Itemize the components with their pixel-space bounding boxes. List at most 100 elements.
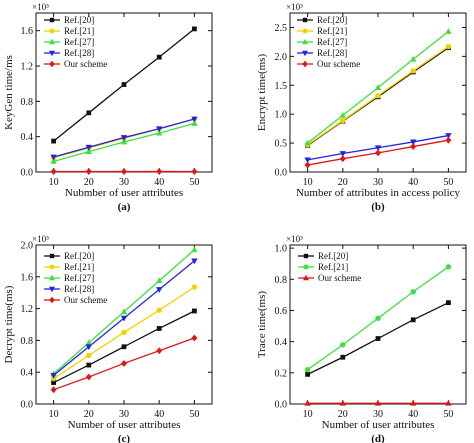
legend-marker <box>303 274 309 281</box>
legend-label: Ref.[27] <box>317 37 347 47</box>
y-tick-label: 0.4 <box>21 368 34 379</box>
panel-label: (c) <box>118 433 131 443</box>
data-point <box>156 307 162 313</box>
data-point <box>375 336 381 341</box>
data-point <box>50 154 57 161</box>
plot-frame <box>289 244 467 405</box>
data-point <box>156 326 162 331</box>
x-tick-label: 20 <box>84 177 94 188</box>
data-point <box>191 334 198 342</box>
legend-label: Our scheme <box>318 273 361 283</box>
data-point <box>445 133 452 139</box>
legend-label: Ref.[21] <box>318 262 348 272</box>
data-point <box>445 43 452 50</box>
y-tick-label: 0.0 <box>275 168 288 179</box>
y-tick-label: 0.8 <box>21 336 34 347</box>
data-point <box>375 149 381 157</box>
series-ref27 <box>50 120 198 164</box>
legend-marker <box>49 17 55 23</box>
legend-marker <box>49 60 55 68</box>
panel-label: (b) <box>371 201 385 213</box>
legend-label: Our scheme <box>64 59 107 69</box>
chart-panel-3: 10 20 30 40 50 0.0 0.4 0.8 1.2 1.6 2.0×10³ Decrypt … <box>3 234 213 443</box>
legend: Ref.[20]Ref.[21]Ref.[27]Ref.[28]Our sche… <box>44 15 107 69</box>
data-point <box>121 360 127 367</box>
data-point <box>375 315 381 321</box>
data-point <box>339 151 346 157</box>
axis-multiplier: ×10³ <box>32 234 49 244</box>
legend-label: Ref.[20] <box>318 251 348 261</box>
x-tick-label: 30 <box>373 409 383 420</box>
data-point <box>410 289 416 295</box>
data-point <box>156 277 163 284</box>
data-point <box>446 300 451 306</box>
legend: Ref.[20]Ref.[21]Ref.[27]Ref.[28]Our sche… <box>297 15 360 69</box>
y-tick-label: 1.0 <box>275 110 288 121</box>
legend-marker <box>302 28 308 34</box>
series-ref27 <box>304 28 452 146</box>
chart-panel-4: 10 20 30 40 50 0.0 0.2 0.4 0.6 0.8 1.0×10³ Trace ti… <box>256 234 467 443</box>
y-tick-label: 0.4 <box>21 132 34 143</box>
data-point <box>85 144 92 151</box>
x-tick-label: 20 <box>338 409 348 420</box>
data-point <box>410 399 417 406</box>
legend-label: Ref.[27] <box>64 273 94 283</box>
x-tick-label: 10 <box>303 177 313 188</box>
data-point <box>191 284 198 290</box>
legend-marker <box>303 264 309 270</box>
y-axis-label: Decrypt time(ms) <box>3 285 15 363</box>
data-point <box>50 168 57 175</box>
series-ours <box>50 334 198 394</box>
data-point <box>304 157 311 164</box>
data-point <box>374 399 382 406</box>
y-tick-label: 2.0 <box>21 241 34 252</box>
y-tick-label: 1.5 <box>275 81 288 92</box>
data-point <box>85 339 92 346</box>
data-point <box>156 168 163 175</box>
data-point <box>85 373 92 381</box>
data-point <box>410 139 417 146</box>
data-point <box>339 111 346 118</box>
data-point <box>85 344 92 351</box>
data-point <box>304 139 311 146</box>
y-axis-label: KeyGen time/ms <box>3 55 15 130</box>
y-tick-label: 0.0 <box>21 400 34 411</box>
data-point <box>374 145 382 152</box>
data-point <box>192 308 197 314</box>
series-ours <box>50 168 198 175</box>
legend-label: Ref.[21] <box>64 26 94 36</box>
data-point <box>410 143 417 150</box>
legend-marker <box>302 38 308 45</box>
series-ref28 <box>304 133 452 164</box>
legend-label: Our scheme <box>64 295 107 305</box>
legend-marker <box>49 296 55 304</box>
x-tick-label: 30 <box>373 177 383 188</box>
data-point <box>340 342 346 348</box>
data-point <box>156 347 163 355</box>
data-point <box>445 28 452 34</box>
data-point <box>51 380 56 385</box>
data-point <box>191 246 198 253</box>
x-tick-label: 40 <box>154 409 164 420</box>
data-point <box>120 315 128 322</box>
legend-label: Ref.[20] <box>317 15 347 25</box>
series-ours <box>304 136 452 169</box>
x-tick-label: 50 <box>443 177 453 188</box>
y-tick-label: 1.6 <box>21 26 34 37</box>
x-tick-label: 20 <box>338 177 348 188</box>
data-point <box>156 129 163 136</box>
x-tick-label: 40 <box>408 177 418 188</box>
y-tick-label: 0.8 <box>275 275 288 286</box>
axis-multiplier: ×10³ <box>32 2 49 12</box>
legend-label: Our scheme <box>317 59 360 69</box>
chart-panel-2: 10 20 30 40 50 0.0 0.5 1.0 1.5 2.0 2.5 ×10³ Encrypt … <box>256 2 467 213</box>
series-ref27 <box>304 264 452 373</box>
data-point <box>85 148 92 155</box>
data-point <box>445 399 452 406</box>
x-tick-label: 10 <box>49 177 59 188</box>
data-point <box>304 399 311 406</box>
x-axis-label: Number of user attributes <box>322 419 435 431</box>
series-ref20 <box>305 300 451 377</box>
plot-frame <box>35 12 213 173</box>
y-tick-label: 1.0 <box>275 244 288 255</box>
